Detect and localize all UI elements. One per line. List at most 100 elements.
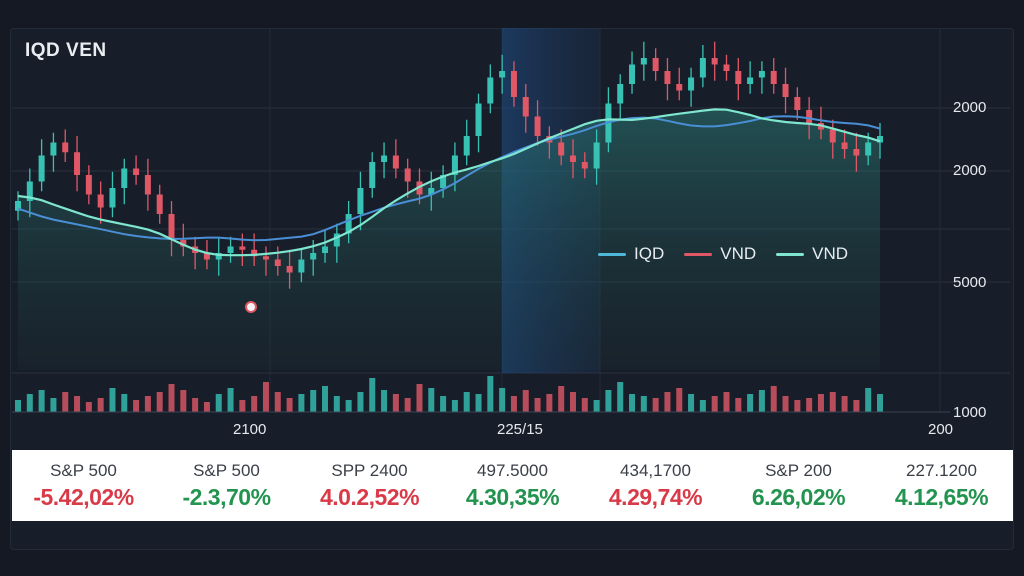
volume-bar [569,392,576,412]
x-tick-label: 225/15 [497,421,543,438]
volume-bar [392,394,399,412]
volume-bar [369,378,376,412]
ticker-item[interactable]: S&P 200 6.26,02% [727,450,870,521]
volume-bar [381,390,388,412]
ticker-name: 497.5000 [477,460,548,480]
candle-body [640,58,647,65]
candle-body [203,253,210,260]
volume-bar [794,400,801,412]
volume-bar [877,394,883,412]
ticker-change: 4.0.2,52% [319,483,420,510]
volume-bar [133,400,140,412]
candle-body [865,142,872,156]
candle-body [629,64,636,84]
candle-body [829,129,836,143]
ticker-change: 4.29,74% [608,483,703,510]
candle-body [440,175,447,188]
ticker-item[interactable]: S&P 500 -5.42,02% [12,450,155,521]
volume-bar [416,384,423,412]
candle-body [770,71,777,84]
ticker-item[interactable]: SPP 2400 4.0.2,52% [298,450,441,521]
volume-bar [688,394,695,412]
volume-bar [605,390,612,412]
volume-bar [853,400,860,412]
volume-bar [85,402,92,412]
volume-bar [699,400,706,412]
volume-bar [865,388,872,412]
candle-body [144,175,151,195]
candle-body [239,246,246,250]
volume-bar [298,394,305,412]
candle-body [15,201,21,211]
candle-body [168,214,175,240]
candle-body [664,71,671,84]
volume-bar [451,400,458,412]
marker-dot[interactable] [245,301,257,313]
volume-bar [475,394,482,412]
volume-bar [215,394,222,412]
volume-bar [640,396,647,412]
volume-bar [15,400,21,412]
volume-bar [806,398,813,412]
volume-bar [404,398,411,412]
y-tick-label: 1000 [953,404,987,421]
ticker-item[interactable]: 497.5000 4.30,35% [441,450,584,521]
candle-body [569,155,576,162]
candle-body [310,253,317,260]
candle-body [62,142,69,153]
volume-bar [581,398,588,412]
candle-body [699,58,706,78]
candle-body [853,149,860,156]
volume-bar [262,382,269,412]
candle-body [676,84,683,91]
candle-body [723,64,730,71]
ticker-item[interactable]: S&P 500 -2.3,70% [155,450,298,521]
candle-body [180,240,187,247]
candle-body [877,136,883,143]
legend-item[interactable]: VND [684,244,756,264]
ticker-name: 434,1700 [620,460,691,480]
volume-bar [345,400,352,412]
legend-item[interactable]: IQD [598,244,664,264]
candle-body [617,84,624,104]
chart-legend: IQD VND VND [598,244,848,264]
legend-item[interactable]: VND [776,244,848,264]
candle-body [262,256,269,260]
volume-bar [357,392,364,412]
volume-bar [558,386,565,412]
volume-bar [829,392,836,412]
volume-bar [156,392,163,412]
candle-body [298,259,305,273]
candle-body [369,162,376,188]
y-tick-label: 5000 [953,274,987,291]
volume-bar [97,398,104,412]
volume-bar [747,394,754,412]
candle-body [286,266,293,273]
volume-bar [487,376,494,412]
candle-body [274,259,281,266]
candle-body [251,249,258,257]
candle-body [487,77,494,104]
volume-bar [817,394,824,412]
candle-body [392,155,399,169]
ticker-change: -5.42,02% [33,483,134,510]
ticker-name: S&P 500 [193,460,260,480]
candle-body [38,155,45,182]
candle-body [322,246,329,253]
candle-body [109,188,116,208]
volume-bar [109,388,116,412]
ticker-name: S&P 200 [765,460,832,480]
candle-body [26,181,33,201]
ticker-item[interactable]: 434,1700 4.29,74% [584,450,727,521]
candle-body [121,168,128,188]
legend-label: VND [720,244,757,263]
volume-bar [534,398,541,412]
volume-bar [310,390,317,412]
candle-body [747,77,754,84]
volume-bar [180,390,187,412]
volume-bar [26,394,33,412]
ticker-name: 227.1200 [906,460,977,480]
ticker-item[interactable]: 227.1200 4.12,65% [870,450,1013,521]
volume-bar [286,398,293,412]
